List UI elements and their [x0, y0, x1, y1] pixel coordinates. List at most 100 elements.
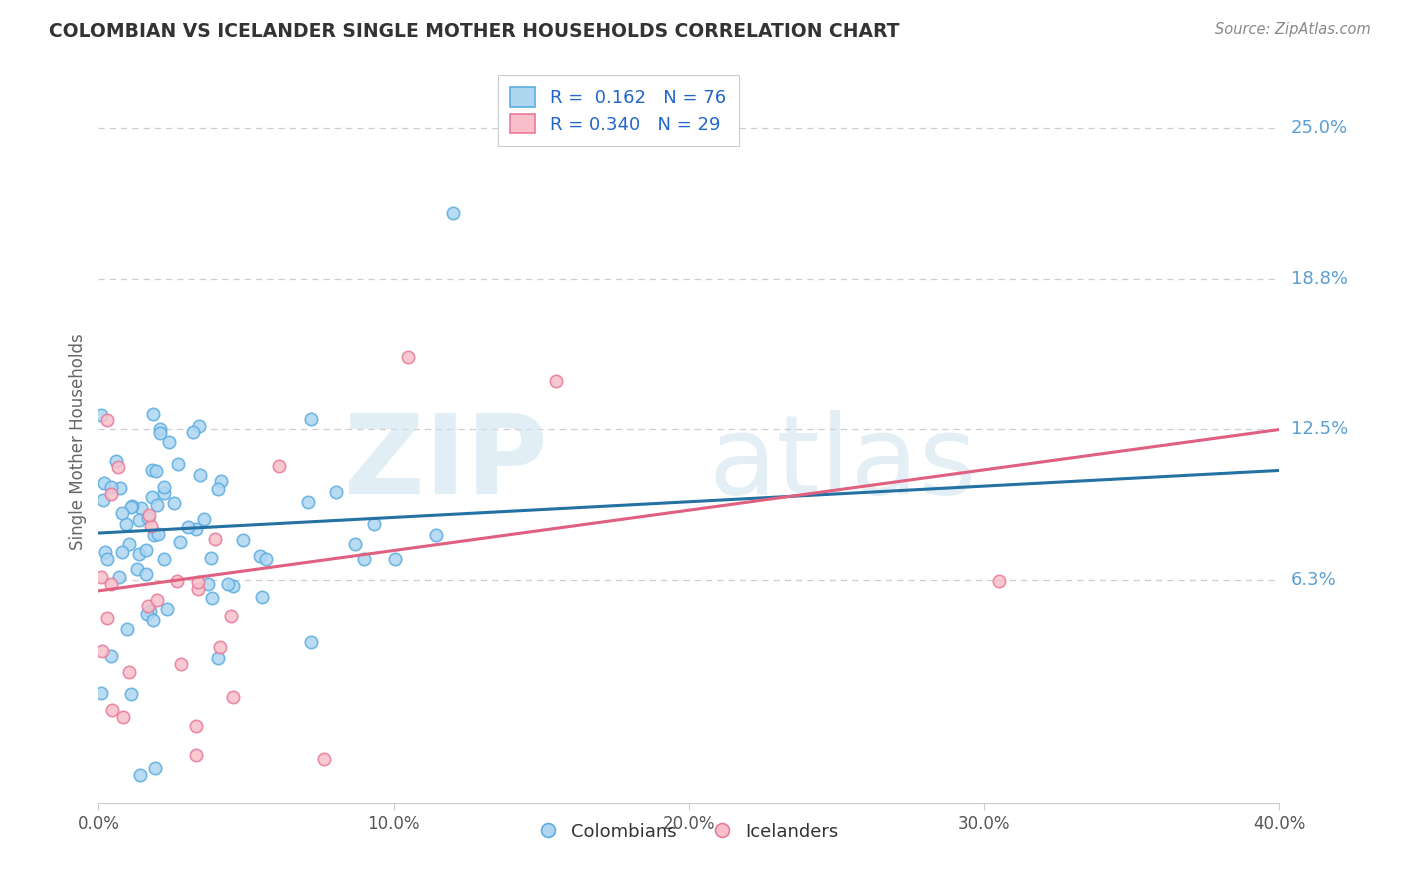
Point — [250, 590, 273, 604]
Point — [988, 574, 1011, 589]
Point — [207, 651, 229, 665]
Point — [186, 719, 208, 733]
Point — [209, 474, 232, 488]
Point — [145, 464, 167, 478]
Point — [546, 375, 568, 389]
Point — [425, 528, 447, 542]
Point — [187, 574, 209, 589]
Point — [100, 486, 122, 500]
Point — [153, 551, 176, 566]
Point — [115, 517, 138, 532]
Point — [142, 613, 165, 627]
Text: 18.8%: 18.8% — [1291, 270, 1347, 288]
Point — [312, 752, 335, 766]
Point — [141, 463, 163, 477]
Point — [120, 687, 142, 701]
Point — [299, 411, 322, 425]
Point — [90, 408, 112, 422]
Point — [105, 454, 128, 468]
Point — [138, 604, 160, 618]
Point — [115, 622, 138, 636]
Point — [187, 582, 209, 597]
Text: 12.5%: 12.5% — [1291, 420, 1348, 439]
Point — [186, 748, 208, 763]
Point — [197, 577, 219, 591]
Point — [221, 579, 243, 593]
Point — [118, 665, 141, 679]
Text: 6.3%: 6.3% — [1291, 571, 1336, 589]
Point — [100, 480, 122, 494]
Point — [163, 496, 186, 510]
Point — [120, 500, 142, 514]
Point — [135, 567, 157, 582]
Point — [96, 413, 118, 427]
Point — [209, 640, 232, 654]
Point — [269, 458, 291, 473]
Point — [204, 532, 226, 546]
Point — [100, 576, 122, 591]
Point — [207, 482, 229, 496]
Point — [138, 508, 160, 523]
Point — [136, 599, 159, 614]
Point — [142, 408, 165, 422]
Text: 25.0%: 25.0% — [1291, 120, 1348, 137]
Point — [157, 434, 180, 449]
Point — [167, 457, 190, 471]
Point — [325, 485, 347, 500]
Point — [128, 547, 150, 561]
Point — [149, 425, 172, 440]
Point — [91, 644, 114, 658]
Point — [125, 562, 148, 576]
Point — [93, 476, 115, 491]
Point — [90, 686, 112, 700]
Point — [135, 543, 157, 558]
Point — [299, 634, 322, 648]
Point — [128, 767, 150, 781]
Point — [94, 545, 117, 559]
Point — [193, 511, 215, 525]
Point — [254, 552, 277, 566]
Point — [217, 577, 239, 591]
Point — [441, 205, 464, 219]
Point — [201, 591, 224, 605]
Text: ZIP: ZIP — [344, 409, 547, 516]
Point — [96, 552, 118, 566]
Point — [129, 501, 152, 516]
Point — [219, 608, 242, 623]
Point — [186, 522, 208, 536]
Point — [181, 425, 204, 439]
Point — [101, 703, 124, 717]
Point — [353, 551, 375, 566]
Point — [153, 480, 176, 494]
Point — [398, 350, 420, 364]
Point — [117, 537, 139, 551]
Point — [148, 526, 170, 541]
Legend: Colombians, Icelanders: Colombians, Icelanders — [531, 815, 846, 848]
Point — [146, 498, 169, 512]
Point — [222, 690, 245, 704]
Point — [176, 520, 198, 534]
Point — [156, 602, 179, 616]
Point — [96, 610, 118, 624]
Point — [297, 494, 319, 508]
Point — [90, 570, 112, 584]
Text: Source: ZipAtlas.com: Source: ZipAtlas.com — [1215, 22, 1371, 37]
Point — [145, 593, 167, 607]
Point — [121, 499, 143, 513]
Point — [149, 422, 172, 436]
Point — [128, 513, 150, 527]
Point — [136, 607, 159, 621]
Y-axis label: Single Mother Households: Single Mother Households — [69, 334, 87, 549]
Point — [232, 533, 254, 547]
Point — [153, 485, 176, 500]
Point — [188, 419, 211, 434]
Point — [200, 551, 222, 566]
Text: COLOMBIAN VS ICELANDER SINGLE MOTHER HOUSEHOLDS CORRELATION CHART: COLOMBIAN VS ICELANDER SINGLE MOTHER HOU… — [49, 22, 900, 41]
Text: atlas: atlas — [709, 409, 977, 516]
Point — [143, 761, 166, 775]
Point — [112, 710, 135, 724]
Point — [108, 481, 131, 495]
Point — [188, 467, 211, 482]
Point — [170, 657, 193, 671]
Point — [141, 519, 163, 533]
